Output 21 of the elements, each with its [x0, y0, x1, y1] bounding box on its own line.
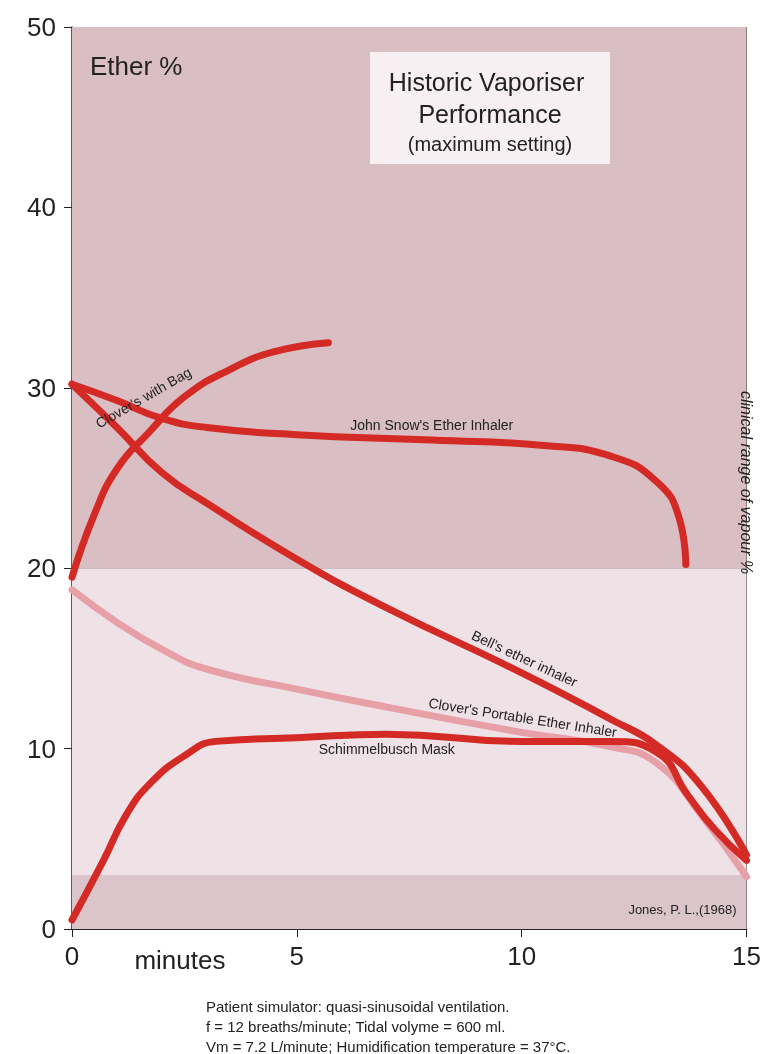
text: Clover's Portable Ether Inhaler: [427, 694, 619, 741]
x-tick-label: 15: [732, 941, 761, 971]
y-tick-label: 50: [27, 12, 56, 42]
y-tick-label: 30: [27, 372, 56, 403]
x-tick-label: 5: [289, 941, 305, 971]
y-tick-label: 10: [27, 733, 56, 764]
text: Patient simulator: quasi-sinusoidal ventilation.: [206, 998, 510, 1015]
y-tick-label: 0: [41, 914, 56, 944]
annotation: Jones, P. L.,(1968): [628, 902, 737, 917]
y-axis-title: Ether %: [90, 51, 183, 81]
text: Historic Vaporiser Performance: [388, 68, 592, 128]
text: (maximum setting): [407, 133, 573, 155]
y-tick-label: 40: [27, 192, 56, 223]
x-tick-label: 10: [507, 941, 537, 971]
text: f = 12 breaths/minute; Tidal volyme = 600 ml.: [206, 1018, 506, 1035]
x-tick-label: 0: [64, 941, 80, 971]
y-tick-label: 20: [27, 553, 56, 584]
x-axis-title: minutes: [134, 945, 226, 975]
series-label: John Snow's Ether Inhaler: [350, 417, 514, 434]
series-label: Schimmelbusch Mask: [318, 741, 456, 758]
band-label: clinical range of vapour %: [738, 390, 756, 575]
